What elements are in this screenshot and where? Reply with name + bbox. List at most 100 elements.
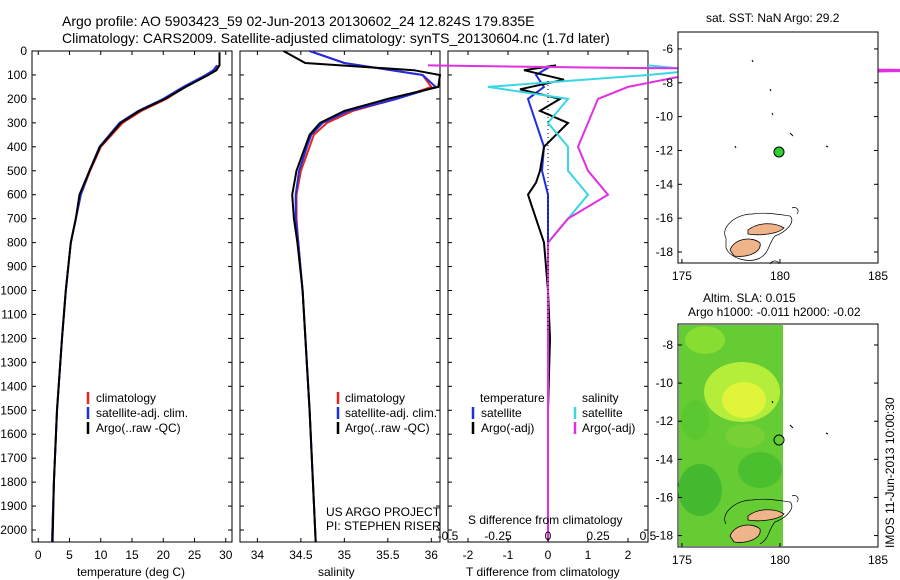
lat-tick-label: -10 [656, 376, 674, 390]
lat-tick-label: -14 [656, 452, 674, 466]
lon-tick-label: 185 [868, 269, 888, 283]
s-diff-tick-label: -0.25 [484, 529, 512, 543]
depth-tick-label: 1700 [0, 451, 27, 465]
map-bottom-lon-axis: 175 180 185 [672, 543, 888, 567]
legend-salinity-title: salinity [582, 391, 619, 405]
map-top-lat-axis: -6 -8 -10 -12 -14 -16 -18 [656, 42, 878, 259]
legend-t-argo-label: Argo(-adj) [481, 421, 534, 435]
lat-tick-label: -12 [656, 143, 674, 157]
temperature-panel-frame [31, 50, 233, 543]
depth-tick-label: 400 [7, 140, 27, 154]
temperature-legend: climatology satellite-adj. clim. Argo(..… [86, 391, 188, 435]
header-line2: Climatology: CARS2009. Satellite-adjuste… [62, 30, 610, 46]
map-top-lon-axis: 175 180 185 [672, 259, 888, 283]
legend-temperature-title: temperature [480, 391, 545, 405]
legend-satellite-label: satellite-adj. clim. [345, 406, 437, 420]
depth-tick-label: 1500 [0, 403, 27, 417]
map-top-title: sat. SST: NaN Argo: 29.2 [706, 11, 840, 25]
lon-tick-label: 180 [770, 269, 790, 283]
x-tick-label: 20 [157, 548, 171, 562]
series-line-climatology [295, 50, 433, 543]
islet-dot [825, 432, 829, 435]
legend-argo-label: Argo(..raw -QC) [96, 421, 181, 435]
depth-tick-label: 0 [20, 44, 27, 58]
lat-tick-label: -10 [656, 110, 674, 124]
sla-low-patch [738, 452, 782, 488]
small-islet [769, 260, 780, 265]
lat-tick-label: -18 [656, 245, 674, 259]
x-tick-label: 0 [35, 548, 42, 562]
island-vanua-levu [747, 509, 785, 522]
depth-axis: 0 100 200 300 400 500 600 700 800 900 1000 1100 1200… [0, 44, 648, 537]
islet-dot [751, 59, 754, 63]
islet-dot [789, 132, 794, 137]
depth-tick-label: 500 [7, 164, 27, 178]
depth-tick-label: 1300 [0, 355, 27, 369]
depth-tick-label: 2000 [0, 523, 27, 537]
map-top-coastline [724, 59, 829, 265]
x-tick-label: 25 [188, 548, 202, 562]
t-difference-x-label: T difference from climatology [466, 565, 620, 579]
sla-patch [685, 326, 725, 354]
depth-tick-label: 1900 [0, 499, 27, 513]
depth-tick-label: 100 [7, 68, 27, 82]
island-viti-levu [729, 238, 761, 257]
x-tick-label: 36 [425, 548, 439, 562]
s-diff-tick-label: 0.5 [640, 529, 657, 543]
depth-tick-label: 1200 [0, 331, 27, 345]
lat-tick-label: -16 [656, 211, 674, 225]
salinity-difference-axis: -0.5 -0.25 0 0.25 0.5 [438, 529, 657, 543]
legend-s-satellite-label: satellite [582, 406, 623, 420]
lat-tick-label: -8 [662, 76, 673, 90]
x-tick-label: 5 [66, 548, 73, 562]
series-line-satellite [51, 64, 218, 543]
s-diff-tick-label: 0 [545, 529, 552, 543]
lon-tick-label: 185 [868, 553, 888, 567]
s-difference-x-label: S difference from climatology [468, 513, 623, 527]
salinity-x-label: salinity [318, 565, 355, 579]
x-tick-label: 0 [545, 548, 552, 562]
islet-dot [734, 145, 737, 149]
x-tick-label: 35.5 [376, 548, 400, 562]
sla-field [678, 325, 783, 546]
x-tick-label: 34 [251, 548, 265, 562]
legend-s-argo-label: Argo(-adj) [582, 421, 635, 435]
series-line-argo [283, 50, 442, 543]
small-islet [791, 207, 799, 215]
argo-float-marker [773, 146, 785, 158]
depth-tick-label: 200 [7, 92, 27, 106]
depth-tick-label: 1600 [0, 427, 27, 441]
salinity-series [283, 50, 442, 543]
map-bottom-title2: Argo h1000: -0.011 h2000: -0.02 [688, 305, 861, 319]
legend-argo-label: Argo(..raw -QC) [345, 421, 430, 435]
s-diff-tick-label: 0.25 [586, 529, 610, 543]
difference-legend: temperature satellite Argo(-adj) salinit… [471, 391, 635, 435]
x-tick-label: 30 [219, 548, 233, 562]
legend-satellite-label: satellite-adj. clim. [96, 406, 188, 420]
depth-tick-label: 1100 [1, 307, 27, 321]
x-tick-label: -2 [463, 548, 474, 562]
lon-tick-label: 175 [672, 553, 692, 567]
credits-pi: PI: STEPHEN RISER [326, 519, 441, 533]
legend-t-satellite-label: satellite [481, 406, 522, 420]
island-viti-levu [729, 524, 761, 543]
islet-dot [825, 145, 829, 148]
sla-patch [681, 400, 709, 440]
temperature-x-axis: 0 5 10 15 20 25 30 [35, 51, 233, 562]
x-tick-label: 10 [94, 548, 108, 562]
sla-low-patch [678, 464, 722, 516]
lat-tick-label: -18 [656, 529, 674, 543]
x-tick-label: -1 [503, 548, 514, 562]
depth-tick-label: 800 [7, 236, 27, 250]
salinity-legend: climatology satellite-adj. clim. Argo(..… [336, 391, 437, 435]
depth-tick-label: 300 [7, 116, 27, 130]
series-line-salinity-satellite [487, 64, 699, 542]
series-line-climatology [51, 64, 220, 543]
lat-tick-label: -14 [656, 177, 674, 191]
lat-tick-label: -8 [662, 338, 673, 352]
reef-contour [724, 212, 793, 261]
depth-tick-label: 1000 [0, 284, 27, 298]
small-islet [791, 495, 799, 503]
map-bottom-title1: Altim. SLA: 0.015 [703, 291, 796, 305]
depth-tick-label: 600 [7, 188, 27, 202]
